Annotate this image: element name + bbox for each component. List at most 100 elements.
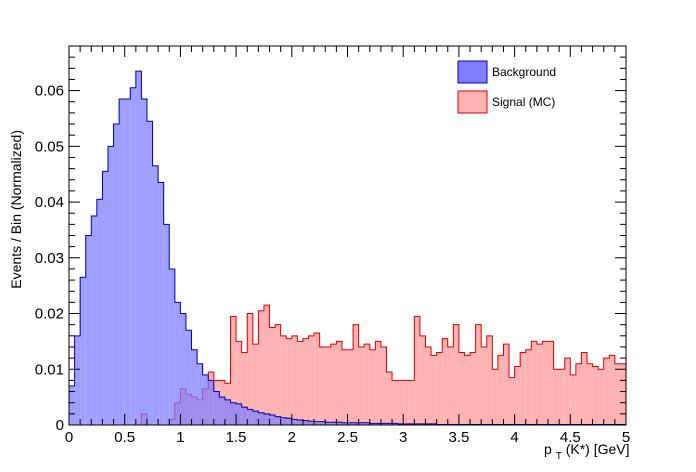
- background-bin-28: [224, 399, 231, 425]
- background-bin-61: [408, 423, 415, 425]
- background-bin-3: [85, 235, 92, 425]
- y-tick-label: 0.02: [35, 306, 64, 323]
- signal-bin-37: [275, 324, 281, 425]
- background-bin-53: [364, 422, 370, 425]
- signal-bin-98: [614, 363, 621, 425]
- background-bin-4: [91, 215, 97, 425]
- signal-bin-73: [475, 324, 482, 425]
- background-bin-49: [341, 422, 348, 425]
- signal-bin-30: [236, 341, 242, 425]
- y-tick-label: 0: [56, 417, 64, 434]
- background-bin-29: [230, 402, 237, 425]
- y-tick-label: 0.05: [35, 138, 64, 155]
- background-bin-2: [80, 277, 86, 425]
- plot-frame: [68, 45, 627, 426]
- signal-bin-54: [369, 349, 376, 425]
- signal-bin-91: [575, 363, 582, 425]
- background-bin-48: [336, 422, 342, 425]
- signal-bin-51: [353, 324, 359, 425]
- background-bin-7: [107, 146, 114, 425]
- signal-bin-84: [536, 344, 543, 425]
- background-bin-0: [69, 385, 75, 425]
- y-tick-label: 0.03: [35, 250, 64, 267]
- x-tick-label: 1: [176, 429, 184, 446]
- background-bin-25: [208, 380, 214, 425]
- legend-swatch-background: [457, 60, 488, 84]
- x-tick-label: 4.5: [560, 429, 581, 446]
- background-bin-32: [247, 409, 253, 425]
- histogram-layer: [68, 70, 627, 426]
- legend-swatch-signal: [457, 90, 488, 114]
- background-bin-22: [191, 349, 198, 425]
- background-bin-57: [386, 423, 393, 425]
- signal-bin-58: [392, 380, 398, 425]
- background-bin-44: [314, 421, 320, 425]
- background-bin-21: [185, 330, 192, 425]
- legend-label-background: Background: [492, 65, 556, 79]
- signal-bin-62: [414, 316, 420, 425]
- background-bin-39: [286, 418, 292, 425]
- background-bin-33: [252, 411, 259, 425]
- signal-bin-43: [308, 335, 315, 425]
- background-bin-34: [258, 412, 264, 425]
- signal-bin-76: [492, 369, 498, 425]
- signal-bin-46: [325, 346, 331, 425]
- background-bin-60: [403, 423, 409, 425]
- signal-bin-65: [431, 355, 437, 425]
- background-bin-56: [380, 423, 387, 425]
- x-tick-label: 0: [65, 429, 73, 446]
- signal-bin-92: [581, 352, 588, 425]
- signal-bin-52: [358, 346, 365, 425]
- legend: Background Signal (MC): [457, 60, 556, 114]
- signal-bin-59: [397, 380, 404, 425]
- background-bin-18: [169, 268, 175, 425]
- background-bin-55: [375, 423, 381, 425]
- background-bin-38: [280, 417, 287, 425]
- background-bin-52: [358, 422, 365, 425]
- background-bin-8: [113, 124, 120, 425]
- background-bin-47: [330, 422, 337, 425]
- y-tick-label: 0.06: [35, 83, 64, 100]
- background-bin-37: [275, 416, 281, 425]
- background-bin-19: [174, 302, 181, 425]
- x-axis-title-sub: T: [556, 451, 562, 462]
- background-bin-5: [96, 199, 103, 425]
- signal-bin-94: [592, 366, 599, 425]
- background-bin-41: [297, 419, 303, 425]
- signal-bin-75: [486, 335, 493, 425]
- y-tick-label: 0.04: [35, 194, 64, 211]
- signal-bin-95: [598, 369, 604, 425]
- background-bin-45: [319, 421, 326, 425]
- background-bin-64: [425, 423, 432, 425]
- signal-bin-50: [347, 349, 354, 425]
- signal-bin-57: [386, 372, 393, 425]
- signal-bin-31: [241, 352, 248, 425]
- signal-bin-64: [425, 346, 432, 425]
- signal-bin-49: [341, 349, 348, 425]
- background-bin-54: [369, 423, 376, 425]
- background-bin-40: [291, 419, 298, 425]
- signal-bin-99: [620, 363, 626, 425]
- signal-bin-29: [230, 316, 237, 425]
- signal-bin-70: [458, 352, 465, 425]
- signal-bin-53: [364, 344, 370, 425]
- signal-bin-67: [442, 338, 448, 425]
- signal-bin-82: [525, 349, 532, 425]
- background-bin-50: [347, 422, 354, 425]
- background-bin-36: [269, 414, 276, 425]
- signal-bin-87: [553, 369, 560, 425]
- signal-bin-90: [570, 374, 576, 425]
- background-bin-12: [135, 71, 142, 426]
- signal-bin-45: [319, 346, 326, 425]
- signal-bin-44: [314, 333, 320, 425]
- background-bin-17: [163, 224, 170, 425]
- background-bin-6: [102, 171, 108, 425]
- signal-bin-66: [436, 352, 443, 425]
- signal-bin-61: [408, 380, 415, 425]
- background-bin-43: [308, 421, 315, 425]
- background-bin-10: [124, 98, 131, 425]
- background-bin-59: [397, 423, 404, 425]
- signal-bin-56: [380, 346, 387, 425]
- x-tick-label: 5: [622, 429, 630, 446]
